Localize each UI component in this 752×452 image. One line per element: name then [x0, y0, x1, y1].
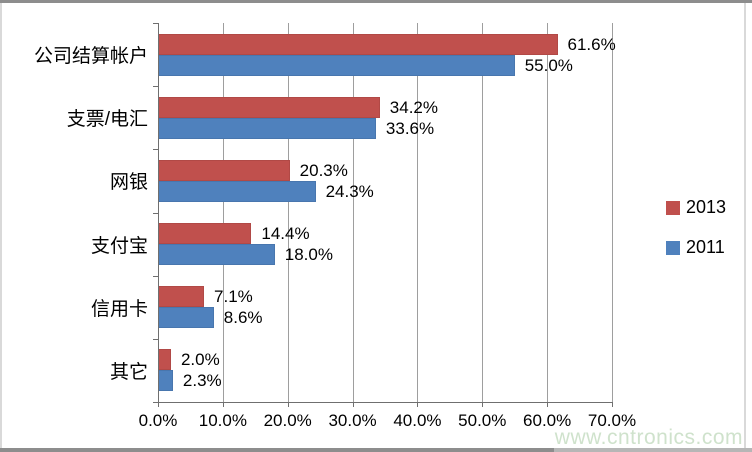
category-label: 支票/电汇 [66, 109, 148, 131]
legend-label: 2013 [686, 197, 727, 217]
value-label: 20.3% [299, 160, 348, 180]
y-axis-tick [153, 86, 158, 88]
value-label: 2.0% [180, 350, 220, 370]
y-axis-line [158, 23, 159, 403]
bar-2011 [158, 370, 173, 392]
x-axis-tick [222, 402, 224, 407]
x-axis-tick [417, 402, 419, 407]
legend-item-2011: 2011 [666, 237, 726, 258]
bar-2013 [158, 33, 558, 55]
y-axis-tick [153, 212, 158, 214]
bar-2011 [158, 180, 316, 202]
gridline [222, 23, 224, 402]
frame-border-bottom [0, 448, 554, 452]
legend-label: 2011 [686, 237, 725, 257]
x-axis-tick [352, 402, 354, 407]
bar-2011 [158, 54, 515, 76]
x-axis-tick [547, 402, 549, 407]
value-label: 61.6% [567, 34, 616, 54]
x-axis-label: 30.0% [328, 411, 377, 430]
value-label: 2.3% [182, 371, 222, 391]
y-axis-tick [153, 23, 158, 24]
x-axis-label: 20.0% [263, 411, 312, 430]
y-axis-tick [153, 149, 158, 151]
x-axis-label: 10.0% [198, 411, 247, 430]
x-axis-label: 0.0% [138, 411, 178, 430]
bar-2011 [158, 307, 214, 329]
gridline [287, 23, 289, 402]
legend-item-2013: 2013 [666, 197, 726, 218]
watermark-text: www.cntronics.com [554, 426, 743, 449]
x-axis-tick [287, 402, 289, 407]
bar-2013 [158, 223, 252, 245]
category-label: 支付宝 [90, 235, 148, 257]
bar-2013 [158, 159, 290, 181]
y-axis-tick [153, 338, 158, 340]
value-label: 14.4% [261, 224, 310, 244]
bar-2013 [158, 286, 205, 308]
gridline [352, 23, 354, 402]
x-axis-tick [158, 402, 159, 407]
legend-swatch-icon [666, 240, 680, 255]
gridline [612, 23, 613, 402]
legend-swatch-icon [666, 200, 680, 215]
bar-2011 [158, 244, 275, 266]
value-label: 8.6% [223, 308, 263, 328]
category-label: 信用卡 [90, 298, 148, 320]
x-axis-tick [612, 402, 613, 407]
gridline [417, 23, 419, 402]
bar-2013 [158, 349, 171, 371]
gridline [482, 23, 484, 402]
category-label: 网银 [109, 172, 148, 194]
value-label: 24.3% [325, 181, 374, 201]
value-label: 7.1% [214, 287, 253, 307]
frame-border-left [0, 3, 2, 448]
value-label: 34.2% [389, 97, 438, 117]
bar-2013 [158, 96, 380, 118]
x-axis-label: 40.0% [393, 411, 442, 430]
frame-border-top [0, 0, 752, 3]
value-label: 55.0% [524, 55, 573, 75]
frame-border-bottom-right [554, 448, 752, 452]
x-axis-line [153, 402, 613, 403]
category-label: 其它 [109, 361, 148, 383]
x-axis-label: 50.0% [458, 411, 507, 430]
legend: 2013 2011 [666, 197, 726, 258]
x-axis-label: 70.0% [587, 411, 637, 430]
bar-2011 [158, 117, 376, 139]
value-label: 33.6% [385, 118, 435, 138]
frame-border-right [744, 3, 746, 448]
value-label: 18.0% [284, 245, 333, 265]
x-axis-label: 60.0% [523, 411, 572, 430]
category-label: 公司结算帐户 [33, 46, 148, 68]
x-axis-tick [482, 402, 484, 407]
gridline [547, 23, 549, 402]
y-axis-tick [153, 275, 158, 277]
